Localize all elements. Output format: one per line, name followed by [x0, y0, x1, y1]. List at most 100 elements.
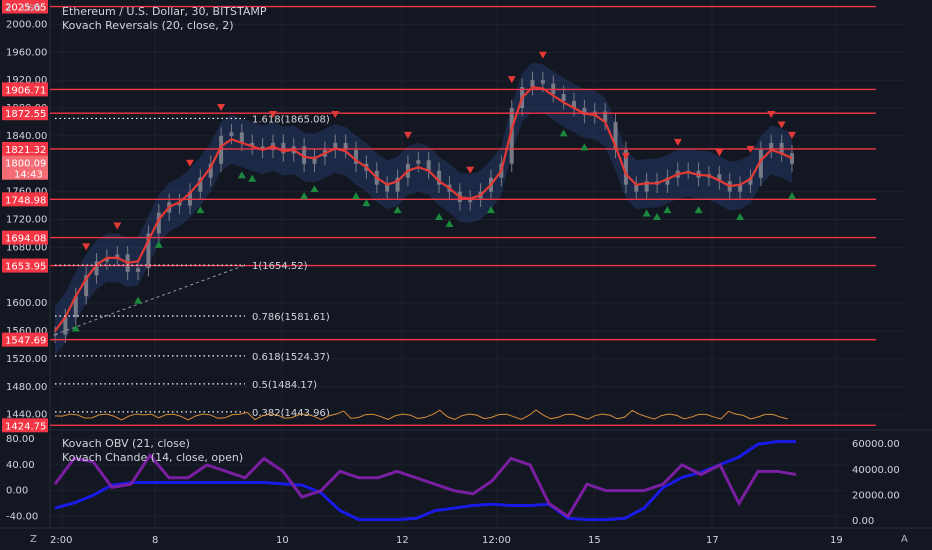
- candle-body: [634, 184, 639, 192]
- time-tick-label: 12: [396, 535, 409, 546]
- candle-body: [665, 177, 670, 185]
- reversal-down-arrow: [538, 51, 547, 59]
- reversal-down-arrow: [621, 152, 630, 160]
- time-tick-label: 10: [276, 535, 289, 546]
- chande-tick-label: -40.00: [6, 511, 38, 522]
- reversal-down-arrow: [331, 110, 340, 118]
- reversal-up-arrow: [237, 171, 246, 179]
- level-price-tag: [2, 258, 48, 273]
- reversal-up-arrow: [435, 213, 444, 221]
- reversal-up-arrow: [310, 185, 319, 193]
- chande-line: [53, 452, 797, 519]
- candle-body: [572, 101, 577, 109]
- price-tick-label: 1920.00: [6, 75, 47, 86]
- price-tick-label: 1520.00: [6, 354, 47, 365]
- time-tick-label: 12:00: [482, 535, 511, 546]
- reversal-up-arrow: [154, 240, 163, 248]
- candle-body: [790, 153, 794, 164]
- currency-label[interactable]: USD: [22, 4, 42, 14]
- candle-body: [146, 233, 151, 269]
- chande-tick-label: 80.00: [6, 434, 35, 445]
- reversal-up-arrow: [248, 174, 257, 182]
- candle-body: [229, 132, 234, 136]
- volatility-band: [55, 62, 792, 356]
- level-price-tag: [2, 230, 48, 245]
- reversal-down-arrow: [113, 222, 122, 230]
- price-tick-label: 1440.00: [6, 410, 47, 421]
- candle-body: [63, 317, 68, 335]
- candle-body: [115, 254, 120, 258]
- fib-level-label: 0.618(1524.37): [252, 352, 330, 363]
- candle-body: [582, 108, 587, 115]
- candle-body: [426, 160, 431, 171]
- time-tick-label: 2:00: [50, 535, 72, 546]
- reversal-up-arrow: [393, 206, 402, 214]
- level-price-label: 1694.08: [5, 234, 46, 245]
- level-price-label: 1653.95: [5, 262, 46, 273]
- level-price-label: 2025.65: [5, 3, 46, 14]
- auto-scale-button[interactable]: A: [901, 534, 908, 545]
- level-price-label: 1748.98: [5, 195, 46, 206]
- reversal-down-arrow: [715, 149, 724, 157]
- level-price-tag: [2, 82, 48, 97]
- reversal-up-arrow: [134, 296, 143, 304]
- candle-body: [84, 275, 89, 297]
- reversal-down-arrow: [185, 159, 194, 167]
- reversal-up-arrow: [196, 206, 205, 214]
- price-tick-label: 2000.00: [6, 19, 47, 30]
- price-tick-label: 1720.00: [6, 215, 47, 226]
- reversal-down-arrow: [507, 76, 516, 84]
- candle-body: [343, 142, 348, 150]
- candle-body: [509, 108, 514, 164]
- price-tick-label: 1680.00: [6, 242, 47, 253]
- candle-body: [738, 184, 743, 192]
- candle-body: [623, 149, 628, 185]
- reversal-up-arrow: [663, 206, 672, 214]
- obv-tick-label: 0.00: [852, 516, 874, 527]
- obv-line: [54, 440, 796, 522]
- candle-body: [136, 268, 141, 272]
- candle-body: [416, 160, 421, 164]
- candle-body: [177, 202, 182, 206]
- candle-body: [561, 94, 566, 102]
- chande-tick-label: 0.00: [6, 486, 28, 497]
- candle-body: [198, 177, 203, 192]
- moving-average-line: [54, 85, 793, 332]
- level-price-tag: [2, 106, 48, 121]
- candle-body: [603, 111, 608, 122]
- candle-body: [219, 135, 224, 164]
- level-price-tag: [2, 0, 48, 14]
- candle-body: [260, 146, 265, 150]
- reversal-up-arrow: [788, 192, 796, 200]
- current-price-tag: [2, 155, 48, 180]
- obv-label: Kovach OBV (21, close): [62, 437, 190, 450]
- fib-level-label: 0.5(1484.17): [252, 380, 317, 391]
- candle-body: [156, 212, 161, 234]
- reversal-up-arrow: [559, 129, 568, 137]
- obv-tick-label: 60000.00: [852, 439, 900, 450]
- fib-level-label: 1(1654.52): [252, 261, 308, 272]
- volume-line: [54, 409, 788, 421]
- reversal-up-arrow: [71, 324, 80, 332]
- candle-body: [239, 132, 244, 143]
- time-tick-label: 19: [830, 535, 843, 546]
- z-button[interactable]: Z: [30, 534, 37, 545]
- reversal-down-arrow: [217, 104, 226, 112]
- fib-level-label: 0.786(1581.61): [252, 312, 330, 323]
- candle-body: [354, 149, 359, 164]
- reversal-up-arrow: [352, 192, 361, 200]
- level-price-label: 1872.55: [5, 109, 46, 120]
- level-price-label: 1424.75: [5, 421, 46, 432]
- level-price-label: 1906.71: [5, 85, 46, 96]
- reversal-down-arrow: [673, 138, 682, 146]
- candle-body: [250, 142, 255, 147]
- obv-tick-label: 20000.00: [852, 490, 900, 501]
- candle-body: [530, 80, 535, 88]
- candle-body: [758, 149, 763, 178]
- reversal-down-arrow: [767, 110, 776, 118]
- price-tick-label: 1840.00: [6, 131, 47, 142]
- candle-body: [613, 121, 618, 150]
- reversal-down-arrow: [466, 166, 475, 174]
- reversal-down-arrow: [268, 110, 277, 118]
